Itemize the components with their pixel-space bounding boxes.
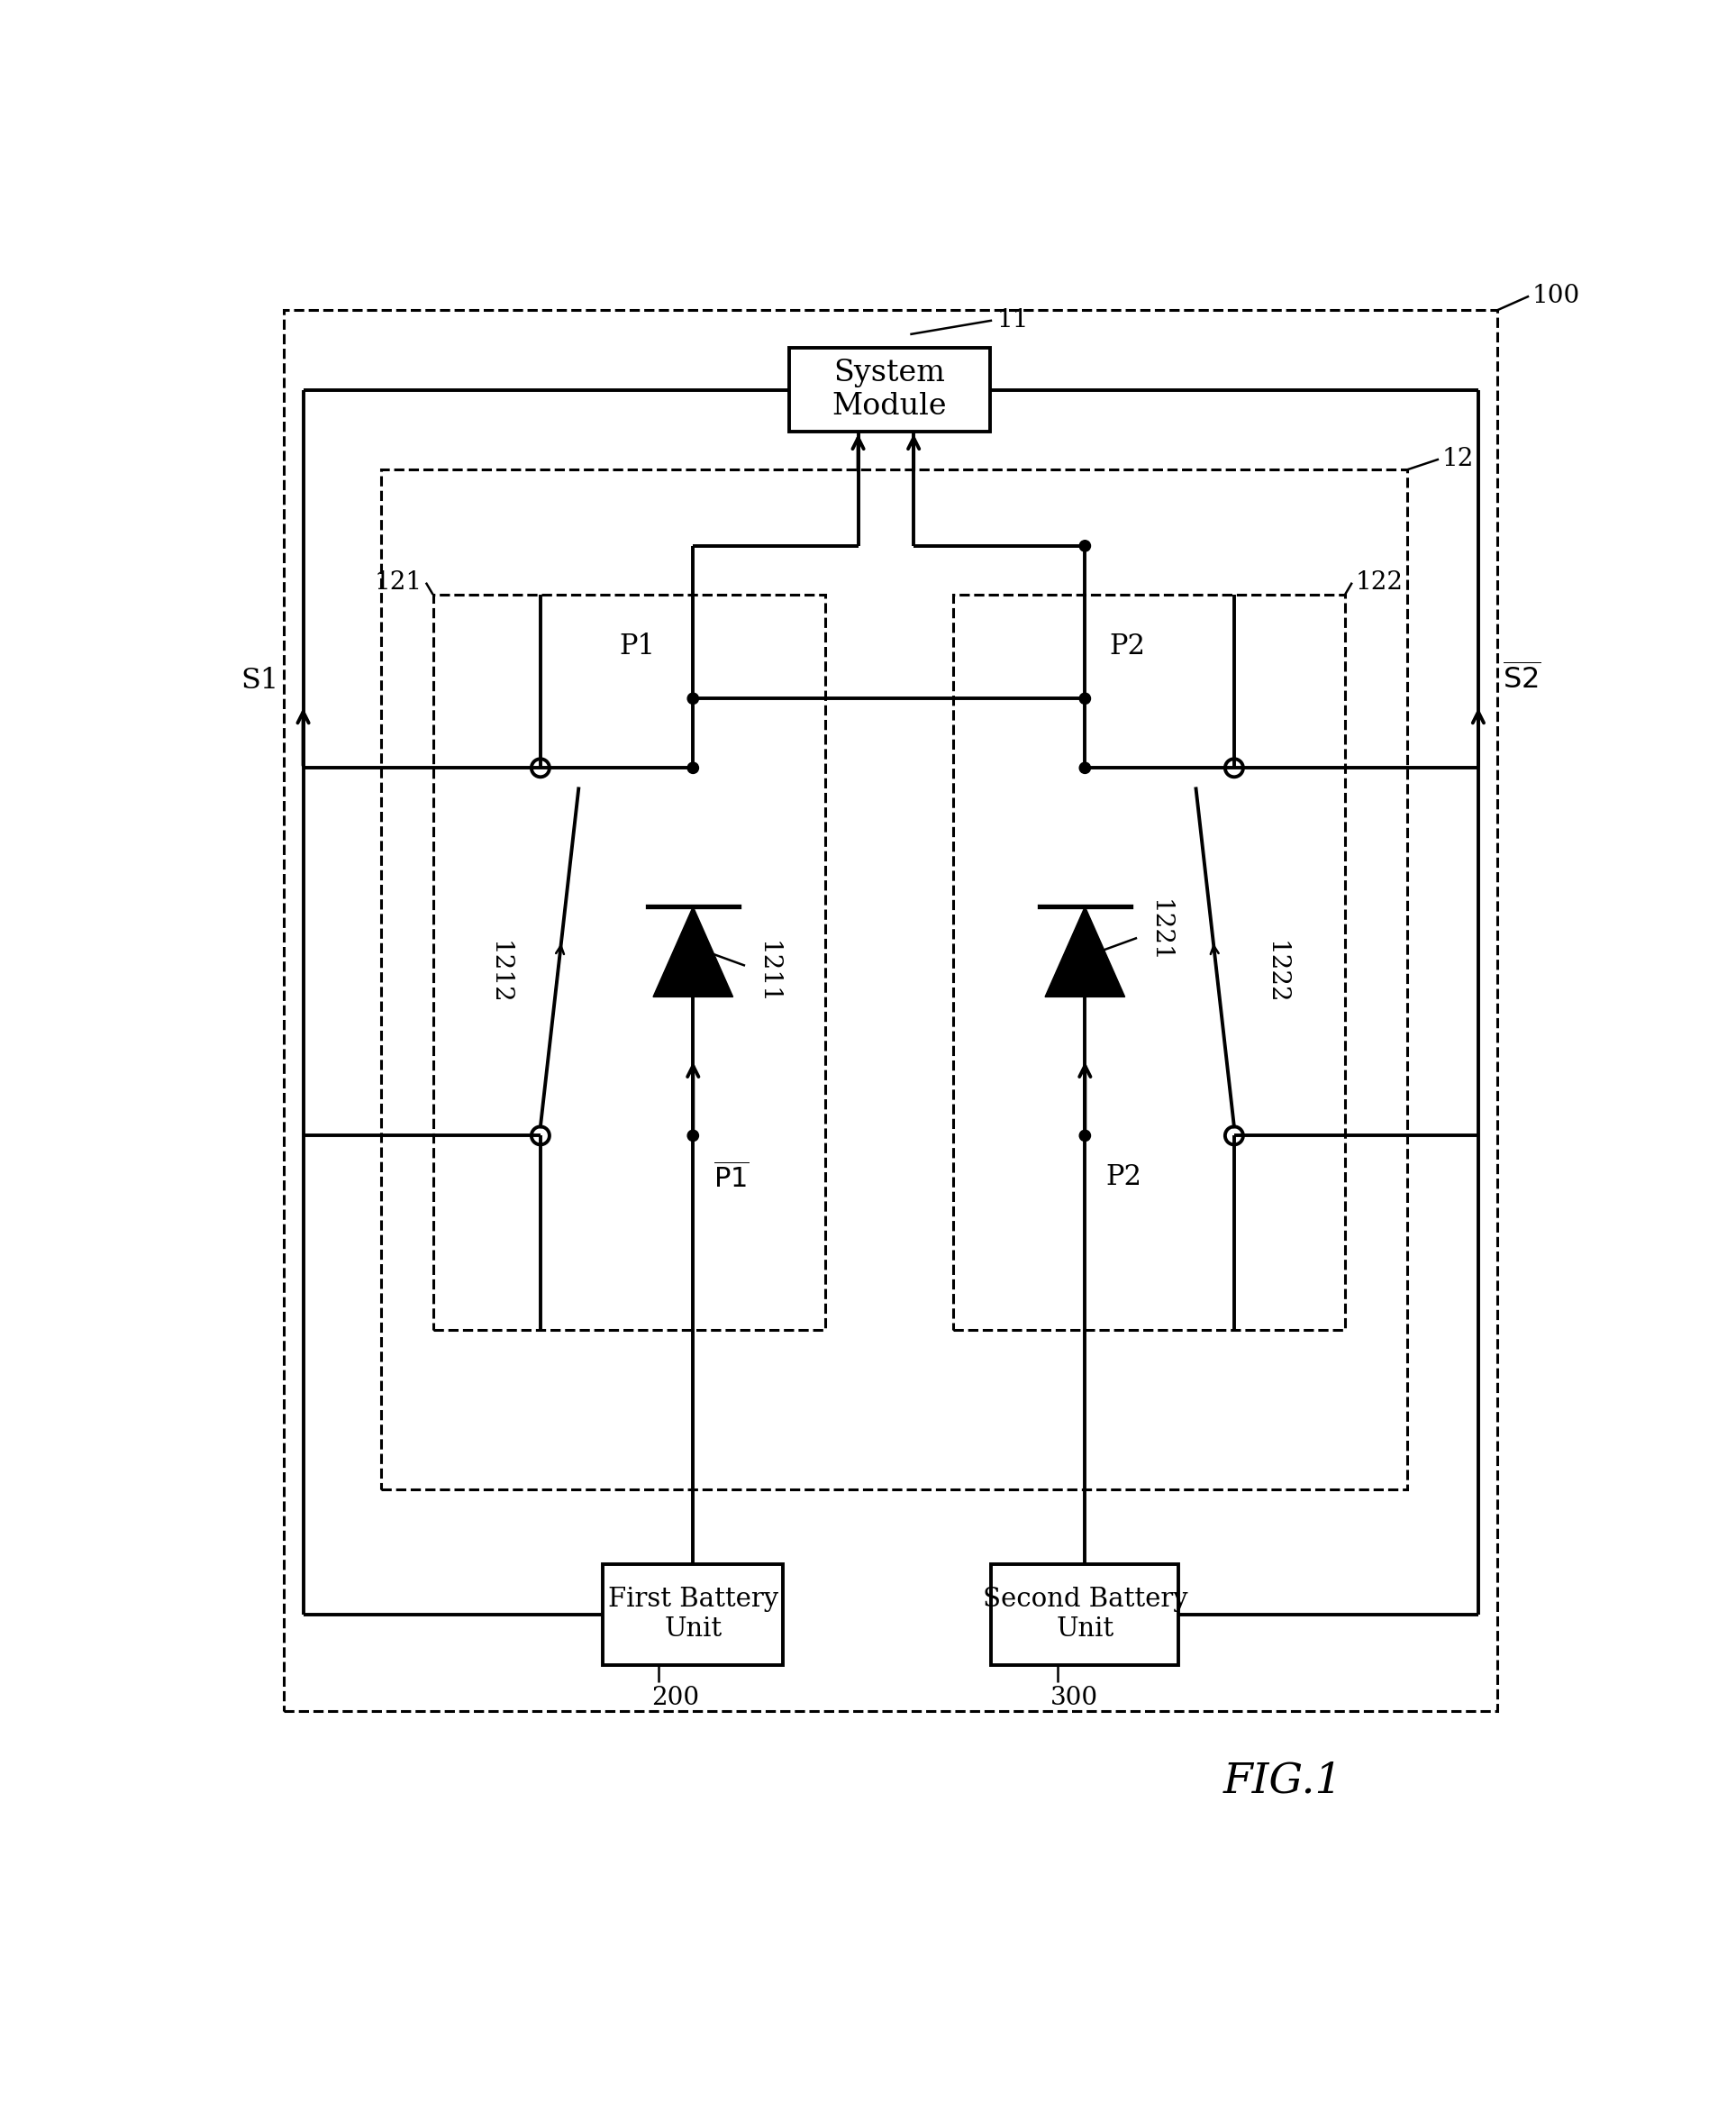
Circle shape <box>687 1130 698 1141</box>
Text: 12: 12 <box>1443 448 1474 471</box>
Polygon shape <box>653 906 733 997</box>
Circle shape <box>1080 1130 1090 1141</box>
Circle shape <box>687 761 698 774</box>
Circle shape <box>1080 694 1090 704</box>
Text: P2: P2 <box>1106 1164 1142 1192</box>
Text: 121: 121 <box>375 571 422 594</box>
Bar <box>602 1563 783 1665</box>
Text: 100: 100 <box>1533 284 1580 308</box>
Bar <box>953 594 1345 1330</box>
Bar <box>432 594 825 1330</box>
Text: 1211: 1211 <box>755 940 779 1005</box>
Text: $\overline{\mathrm{P1}}$: $\overline{\mathrm{P1}}$ <box>713 1164 750 1194</box>
Text: 11: 11 <box>996 308 1029 333</box>
Text: FIG.1: FIG.1 <box>1222 1760 1342 1801</box>
Text: First Battery
Unit: First Battery Unit <box>608 1587 778 1642</box>
Text: P1: P1 <box>618 632 654 660</box>
Text: 1212: 1212 <box>486 942 510 1005</box>
Text: 1221: 1221 <box>1147 899 1172 963</box>
Bar <box>283 310 1498 1712</box>
Text: S1: S1 <box>241 668 279 696</box>
Text: 300: 300 <box>1050 1686 1099 1710</box>
Text: 122: 122 <box>1356 571 1403 594</box>
Polygon shape <box>1045 906 1125 997</box>
Text: P2: P2 <box>1109 632 1146 660</box>
Bar <box>991 1563 1179 1665</box>
Bar <box>788 348 990 431</box>
Text: 1222: 1222 <box>1264 942 1288 1005</box>
Circle shape <box>1080 761 1090 774</box>
Text: Second Battery
Unit: Second Battery Unit <box>983 1587 1187 1642</box>
Circle shape <box>1080 541 1090 551</box>
Circle shape <box>687 694 698 704</box>
Text: $\overline{\mathrm{S2}}$: $\overline{\mathrm{S2}}$ <box>1503 664 1542 696</box>
Text: 200: 200 <box>651 1686 700 1710</box>
Bar <box>380 469 1408 1489</box>
Text: System
Module: System Module <box>832 358 946 420</box>
